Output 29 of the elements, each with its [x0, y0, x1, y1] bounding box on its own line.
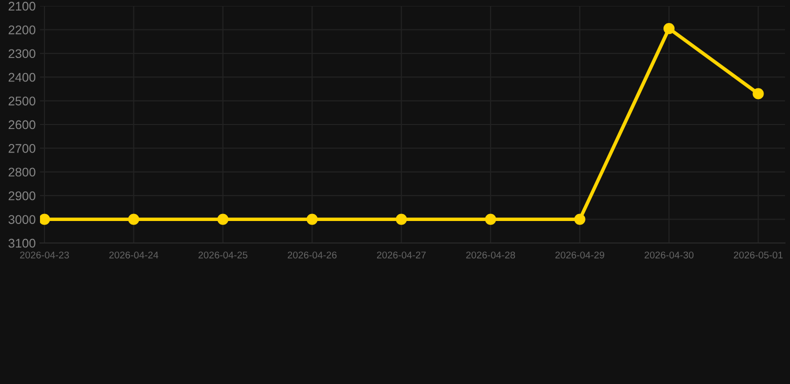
y-tick-label: 2100 — [8, 2, 36, 11]
point — [485, 214, 496, 225]
point — [663, 22, 675, 34]
point — [574, 214, 586, 225]
x-tick-label: 2026-04-23 — [20, 252, 69, 258]
y-tick-label: 2700 — [8, 144, 36, 153]
x-tick-label: 2026-04-25 — [198, 252, 248, 258]
x-tick-label: 2026-04-29 — [555, 252, 604, 258]
y-tick-label: 2900 — [8, 191, 36, 200]
point — [752, 88, 764, 100]
y-tick-label: 3000 — [8, 215, 36, 224]
x-tick-label: 2026-04-24 — [109, 252, 158, 258]
x-tick-label: 2026-04-30 — [644, 252, 694, 258]
x-tick-label: 2026-04-26 — [288, 252, 337, 258]
point — [217, 214, 228, 225]
point — [40, 214, 50, 225]
point — [306, 214, 318, 225]
y-tick-label: 2500 — [8, 96, 36, 106]
y-tick-label: 2300 — [8, 49, 36, 58]
x-tick-label: 2026-05-01 — [734, 252, 783, 258]
x-tick-label: 2026-04-28 — [466, 252, 516, 258]
point — [128, 214, 140, 225]
y-tick-label: 2600 — [8, 120, 36, 130]
point — [396, 214, 407, 225]
y-tick-label: 2400 — [8, 72, 36, 82]
y-tick-label: 3100 — [8, 238, 36, 248]
y-tick-label: 2200 — [8, 26, 36, 34]
y-tick-label: 2800 — [8, 168, 36, 177]
x-tick-label: 2026-04-27 — [376, 252, 426, 258]
